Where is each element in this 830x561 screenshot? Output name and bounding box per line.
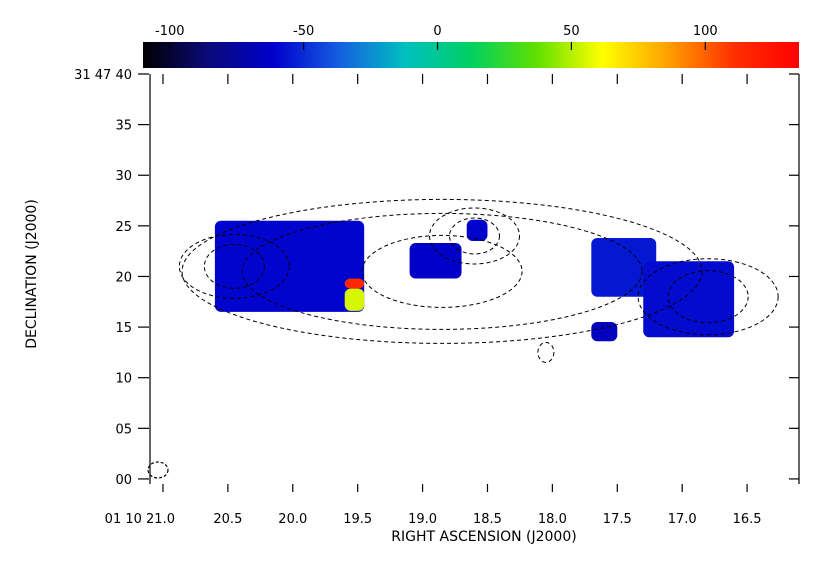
y-tick-label: 10	[115, 372, 132, 387]
colorbar-tick-label: 100	[693, 24, 718, 39]
x-tick-label: 20.5	[213, 512, 242, 527]
y-tick-label: 31 47 40	[74, 68, 132, 83]
y-tick-label: 20	[115, 270, 132, 285]
x-tick-label: 17.0	[668, 512, 697, 527]
contour-line	[178, 233, 290, 299]
x-tick-label: 16.5	[733, 512, 762, 527]
beam-ellipse	[147, 461, 169, 479]
colorbar-tick-label: -100	[155, 24, 185, 39]
contour-line	[429, 207, 520, 265]
x-tick-label: 18.0	[538, 512, 567, 527]
y-tick-label: 15	[115, 321, 132, 336]
x-tick-label: 20.0	[278, 512, 307, 527]
colorbar-tick-label: 50	[563, 24, 580, 39]
velocity-region-west-lobe-south	[643, 261, 735, 338]
y-tick-label: 30	[115, 169, 132, 184]
contour-line	[537, 341, 555, 363]
velocity-region-west-lobe-north	[591, 238, 657, 297]
velocity-region-hot-spot-red	[344, 278, 365, 289]
colorbar-ticks: -100 -50 0 50 100	[155, 24, 718, 50]
colorbar-tick-label: -50	[293, 24, 314, 39]
intensity-contours	[178, 198, 779, 363]
y-tick-label: 25	[115, 220, 132, 235]
x-tick-label: 01 10 21.0	[105, 512, 175, 527]
plot-area: 01 10 21.0 20.5 20.0 19.5 19.0 18.5 18.0 17.5 17…	[74, 68, 800, 527]
y-tick-label: 00	[115, 473, 132, 488]
y-axis-label: DECLINATION (J2000)	[24, 199, 40, 349]
velocity-region-south-clump	[591, 322, 618, 342]
velocity-region-hot-spot-yellow	[344, 288, 365, 311]
velocity-region-north-knot	[466, 219, 488, 242]
colorbar: -100 -50 0 50 100	[143, 24, 799, 68]
y-tick-label: 35	[115, 119, 132, 134]
contour-line	[637, 258, 779, 336]
y-tick-label: 05	[115, 422, 132, 437]
velocity-region-central-knot	[409, 243, 462, 279]
x-tick-label: 18.5	[473, 512, 502, 527]
colorbar-gradient	[143, 42, 799, 68]
x-tick-label: 19.0	[408, 512, 437, 527]
y-axis-ticks: 31 47 40 35 30 25 20 15 10 05 00	[74, 68, 799, 488]
contour-line	[667, 270, 749, 324]
x-tick-label: 17.5	[603, 512, 632, 527]
x-tick-label: 19.5	[343, 512, 372, 527]
contour-line	[449, 217, 500, 255]
x-axis-label: RIGHT ASCENSION (J2000)	[391, 529, 576, 545]
contour-line	[241, 212, 643, 330]
contour-line	[203, 243, 265, 289]
colorbar-tick-label: 0	[433, 24, 441, 39]
x-axis-ticks: 01 10 21.0 20.5 20.0 19.5 19.0 18.5 18.0 17.5 17…	[105, 74, 762, 527]
contour-line	[361, 234, 523, 308]
